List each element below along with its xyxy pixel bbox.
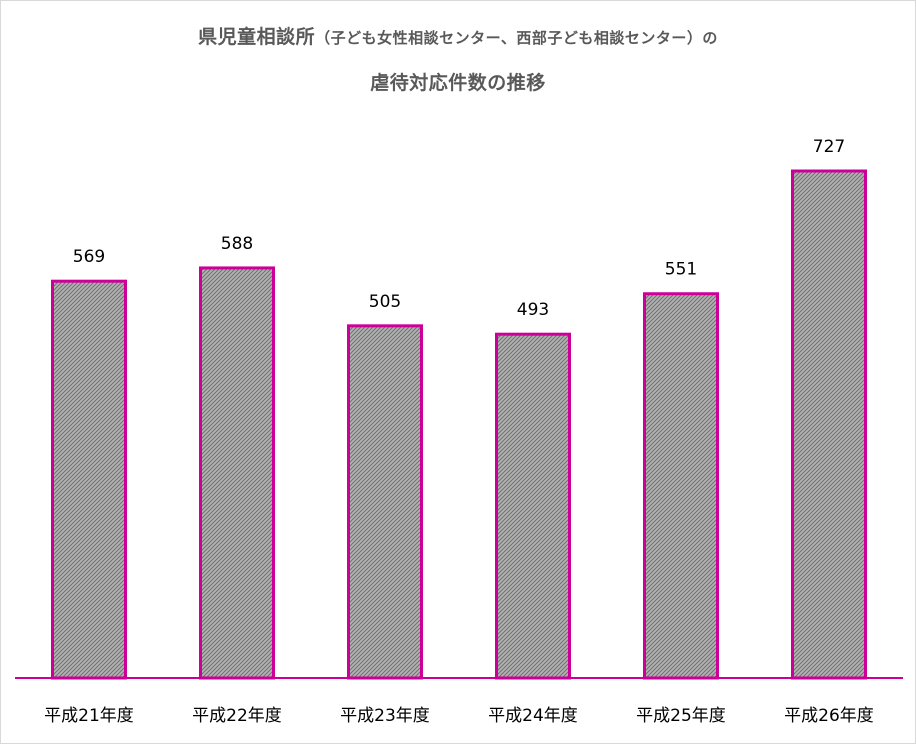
bar-4 — [495, 332, 571, 680]
x-tick-label-2: 平成22年度 — [192, 706, 282, 726]
x-tick-label-5: 平成25年度 — [636, 706, 726, 726]
bar-2 — [199, 266, 275, 680]
data-label-5: 551 — [665, 260, 697, 280]
chart-title-line2: 虐待対応件数の推移 — [370, 72, 546, 94]
data-label-6: 727 — [813, 137, 845, 157]
chart-title-line1: 県児童相談所（子ども女性相談センター、西部子ども相談センター）の — [0, 22, 916, 49]
data-label-2: 588 — [221, 234, 253, 254]
x-tick-label-1: 平成21年度 — [44, 706, 134, 726]
bar-5 — [643, 292, 719, 680]
x-tick-label-3: 平成23年度 — [340, 706, 430, 726]
bar-1 — [51, 279, 127, 680]
data-label-3: 505 — [369, 292, 401, 312]
bar-3 — [347, 324, 423, 680]
data-label-4: 493 — [517, 300, 549, 320]
bar-6 — [791, 169, 867, 680]
chart-title-paren: （子ども女性相談センター、西部子ども相談センター）の — [315, 29, 718, 47]
data-label-1: 569 — [73, 247, 105, 267]
x-tick-label-4: 平成24年度 — [488, 706, 578, 726]
chart-title-main: 県児童相談所 — [198, 26, 316, 48]
x-tick-label-6: 平成26年度 — [784, 706, 874, 726]
